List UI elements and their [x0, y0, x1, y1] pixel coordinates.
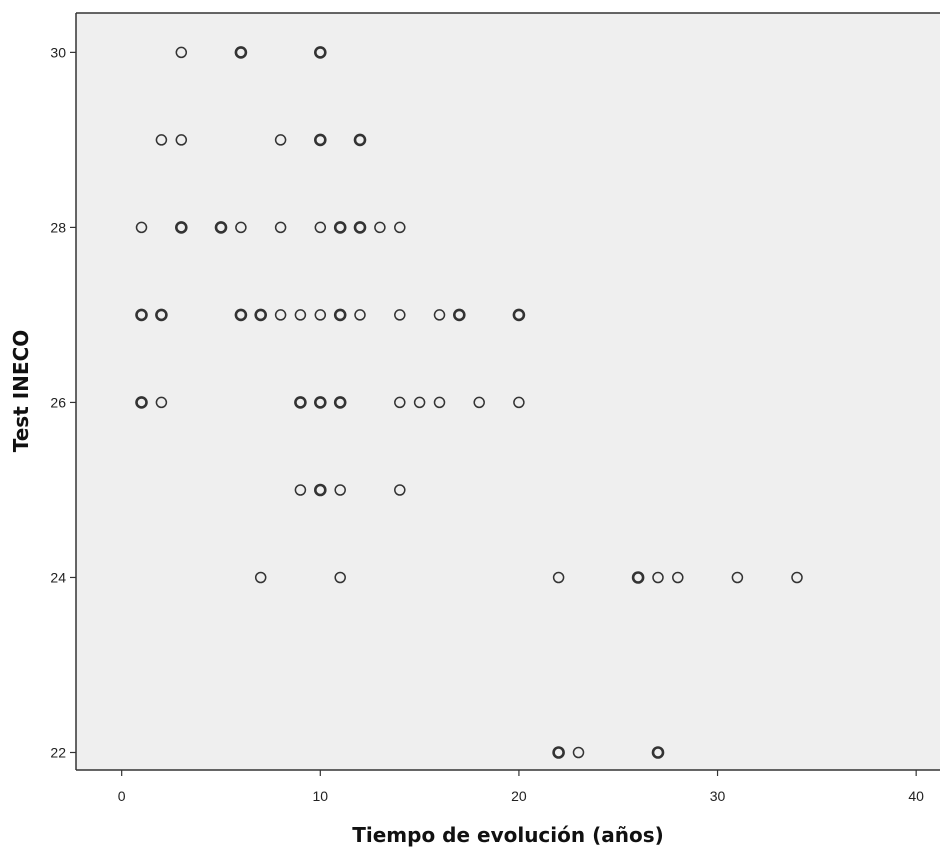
- x-tick-label: 20: [511, 788, 527, 804]
- data-point: [254, 571, 267, 584]
- data-point: [314, 221, 327, 234]
- data-point: [234, 308, 248, 322]
- y-tick-label: 30: [50, 44, 66, 60]
- data-point: [651, 746, 665, 759]
- data-point: [672, 571, 684, 584]
- data-point: [155, 134, 168, 146]
- data-point: [473, 396, 485, 409]
- data-point: [572, 746, 585, 759]
- data-point: [334, 571, 346, 584]
- data-points: [135, 46, 803, 759]
- data-point: [155, 308, 168, 322]
- data-point: [294, 309, 307, 321]
- data-point: [394, 309, 406, 321]
- x-tick-label: 40: [908, 788, 924, 804]
- data-point: [433, 396, 446, 409]
- plot-area: [76, 13, 940, 770]
- y-axis-title: Test INECO: [9, 330, 33, 453]
- data-point: [175, 134, 188, 146]
- data-point: [294, 484, 307, 496]
- data-point: [175, 221, 188, 234]
- data-point: [334, 484, 346, 496]
- y-tick-label: 28: [50, 219, 66, 235]
- data-point: [631, 571, 645, 584]
- data-point: [333, 396, 347, 409]
- data-point: [175, 46, 188, 59]
- data-point: [394, 484, 406, 496]
- data-point: [354, 309, 366, 321]
- data-point: [274, 134, 287, 146]
- data-point: [512, 308, 526, 322]
- data-point: [254, 308, 268, 322]
- data-point: [155, 396, 168, 409]
- data-point: [552, 746, 565, 759]
- data-point: [353, 133, 367, 147]
- data-point: [394, 396, 406, 409]
- data-point: [234, 46, 248, 59]
- x-axis-title: Tiempo de evolución (años): [352, 823, 664, 847]
- data-point: [274, 309, 287, 321]
- data-point: [333, 221, 347, 234]
- x-tick-label: 0: [118, 788, 126, 804]
- y-tick-label: 24: [50, 569, 66, 585]
- data-point: [313, 133, 327, 147]
- data-point: [394, 221, 406, 234]
- data-point: [413, 396, 426, 409]
- data-point: [313, 396, 327, 409]
- data-point: [135, 396, 148, 409]
- data-point: [731, 571, 744, 584]
- data-point: [791, 571, 803, 584]
- data-point: [274, 221, 287, 234]
- data-point: [333, 308, 347, 322]
- data-point: [374, 221, 386, 234]
- data-point: [433, 309, 446, 321]
- data-point: [135, 308, 148, 322]
- data-point: [235, 221, 247, 234]
- data-point: [353, 221, 367, 234]
- data-point: [314, 309, 327, 321]
- y-tick-label: 26: [50, 394, 66, 410]
- x-tick-label: 10: [313, 788, 329, 804]
- data-point: [294, 396, 307, 409]
- axis-ticks: 0 10 20 30 40 22 24 26 28 30: [50, 44, 924, 804]
- data-point: [452, 308, 466, 322]
- data-point: [135, 221, 148, 234]
- data-point: [313, 46, 327, 59]
- data-point: [552, 571, 565, 584]
- data-point: [513, 396, 525, 409]
- y-tick-label: 22: [50, 744, 66, 760]
- x-tick-label: 30: [710, 788, 726, 804]
- data-point: [214, 221, 228, 234]
- data-point: [313, 483, 327, 497]
- data-point: [652, 571, 664, 584]
